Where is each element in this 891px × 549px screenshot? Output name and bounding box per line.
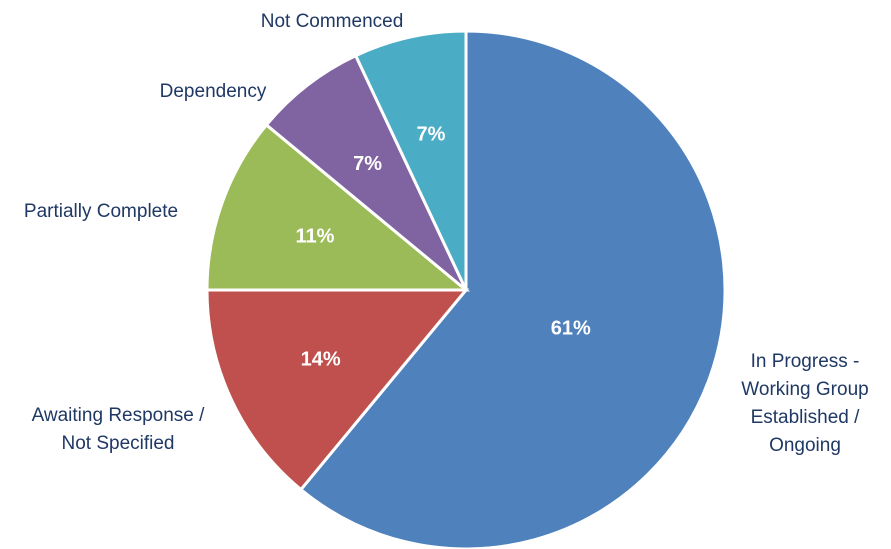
- category-label-dependency: Dependency: [160, 81, 267, 102]
- slice-in-progress-working-group-established-ongoing: [298, 29, 727, 549]
- slice-dependency: [264, 53, 468, 292]
- pct-label-not-commenced: 7%: [417, 123, 446, 145]
- category-label-line: Not Specified: [61, 433, 174, 454]
- category-label-partially-complete: Partially Complete: [24, 201, 178, 222]
- category-labels: In Progress - Working Group Established / O…: [24, 11, 869, 456]
- pct-label-in-progress-working-group-established-ongoing: 61%: [551, 318, 591, 340]
- category-label-not-commenced: Not Commenced: [261, 11, 404, 32]
- category-label-line: Partially Complete: [24, 201, 178, 222]
- slice-not-commenced: [353, 29, 468, 291]
- category-label-line: In Progress -: [751, 351, 860, 372]
- pct-label-dependency: 7%: [353, 153, 382, 175]
- slice-awaiting-response-not-specified: [205, 288, 470, 492]
- pct-label-partially-complete: 11%: [295, 226, 334, 248]
- category-label-line: Working Group: [741, 379, 868, 400]
- category-label-line: Awaiting Response /: [32, 405, 206, 426]
- percentage-labels: 61% 14% 11% 7% 7%: [295, 123, 591, 370]
- category-label-line: Ongoing: [769, 435, 841, 456]
- category-label-line: Not Commenced: [261, 11, 404, 32]
- category-label-awaiting-response-not-specified: Awaiting Response / Not Specified: [32, 405, 206, 454]
- pct-label-awaiting-response-not-specified: 14%: [301, 348, 341, 370]
- slice-partially-complete: [205, 122, 471, 292]
- pie-slices: [205, 29, 727, 549]
- category-label-line: Dependency: [160, 81, 267, 102]
- category-label-line: Established /: [751, 407, 861, 428]
- category-label-in-progress-working-group-established-ongoing: In Progress - Working Group Established / O…: [741, 351, 868, 456]
